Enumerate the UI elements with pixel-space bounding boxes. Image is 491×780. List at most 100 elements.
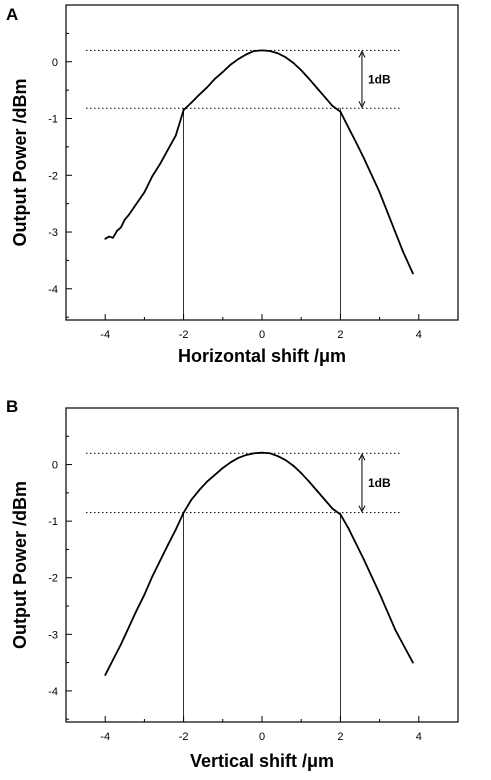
data-point [315,86,318,89]
data-point [412,661,414,664]
data-point [127,214,130,216]
data-point [402,643,405,646]
data-point [221,71,224,73]
data-point [276,455,279,457]
data-point [292,61,295,64]
series-line [104,451,414,676]
data-point [253,452,256,455]
data-point [323,96,326,98]
series-line [104,49,414,274]
data-point [394,231,397,233]
data-point [237,58,240,60]
panel-label: B [6,397,18,416]
db-arrow-head-up [358,50,366,58]
data-point [167,148,169,151]
data-point [112,658,114,661]
db-arrow-head-down [358,505,366,513]
data-point [268,452,271,455]
data-point [116,229,118,232]
x-tick-label: 4 [416,329,422,341]
x-tick-label: -4 [100,329,110,341]
data-point [284,56,287,59]
panel-label: A [6,5,18,24]
data-point [339,110,342,113]
plot-frame [65,407,459,723]
x-tick-label: -2 [179,329,189,341]
db-annotation: 1dB [368,476,391,490]
data-point [363,157,365,160]
data-point [386,211,389,214]
data-point [355,542,357,545]
y-tick-label: 0 [52,57,58,69]
data-point [363,558,365,561]
data-point [182,109,185,111]
db-arrow-head-down [358,101,366,109]
data-point [378,191,381,194]
data-point [229,63,232,66]
db-annotation: 1dB [368,72,391,86]
data-point [237,456,240,459]
data-point [119,643,122,646]
data-point [123,218,126,221]
data-point [174,528,177,531]
y-tick-label: -2 [48,170,58,182]
y-tick-label: -2 [48,573,58,585]
plot-frame [65,4,459,321]
y-tick-label: -3 [48,227,58,239]
x-tick-label: 2 [337,731,343,743]
data-point [198,93,201,96]
data-point [245,454,248,456]
x-axis-title: Vertical shift /μm [190,751,334,771]
data-point [331,507,334,510]
data-point [190,101,193,104]
data-point [174,134,177,137]
x-tick-label: -4 [100,731,110,743]
data-point [221,467,224,469]
data-point [331,105,334,107]
x-tick-label: 0 [259,329,265,341]
data-point [135,202,138,205]
data-point [394,628,397,631]
data-point [198,489,201,491]
data-point [308,77,310,80]
data-point [261,451,263,454]
data-point [347,527,350,529]
data-point [104,674,107,676]
data-point [292,464,295,467]
y-tick-label: -3 [48,629,58,641]
data-point [276,52,279,55]
data-point [229,461,232,464]
x-axis-title: Horizontal shift /μm [178,346,346,366]
x-tick-label: 2 [337,329,343,341]
data-point [412,272,414,275]
data-point [339,513,342,516]
data-point [151,575,154,578]
x-tick-label: -2 [179,731,189,743]
data-point [347,126,350,128]
chart-panel-b: -4 -2 0 2 4 0 -1 -2 -3 -4 1dB B Vertical shift /μm Ou… [6,397,459,771]
data-point [143,593,146,596]
data-point [284,459,287,461]
data-point [315,489,318,492]
data-point [159,559,161,562]
data-point [386,610,389,613]
data-point [261,49,263,52]
y-tick-label: -1 [48,114,58,126]
data-point [108,235,111,238]
data-point [151,175,154,178]
y-tick-label: -4 [48,686,58,698]
data-point [323,498,326,501]
data-point [355,141,357,144]
data-point [214,473,216,476]
x-tick-label: 0 [259,731,265,743]
y-axis-title: Output Power /dBm [10,481,30,649]
data-point [135,609,138,612]
data-point [253,50,256,52]
data-point [370,575,373,578]
data-point [143,191,146,194]
y-tick-label: 0 [52,460,58,472]
data-point [300,472,303,474]
data-point [370,174,373,177]
data-point [214,77,216,80]
